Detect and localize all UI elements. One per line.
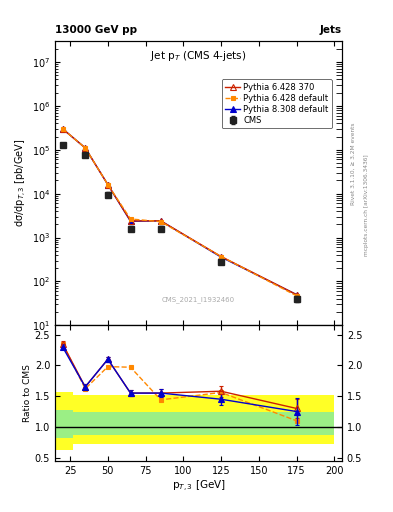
Pythia 8.308 default — [105, 182, 110, 188]
Pythia 8.308 default — [83, 145, 88, 151]
Text: 13000 GeV pp: 13000 GeV pp — [55, 25, 137, 35]
Pythia 6.428 default — [60, 126, 65, 132]
Text: Rivet 3.1.10, ≥ 3.2M events: Rivet 3.1.10, ≥ 3.2M events — [351, 122, 356, 205]
Pythia 8.308 default — [60, 126, 65, 132]
Pythia 6.428 370 — [128, 218, 133, 224]
Text: mcplots.cern.ch [arXiv:1306.3436]: mcplots.cern.ch [arXiv:1306.3436] — [364, 154, 369, 255]
Pythia 6.428 370 — [105, 182, 110, 188]
Legend: Pythia 6.428 370, Pythia 6.428 default, Pythia 8.308 default, CMS: Pythia 6.428 370, Pythia 6.428 default, … — [222, 79, 332, 128]
Line: Pythia 6.428 default: Pythia 6.428 default — [60, 126, 299, 298]
Pythia 6.428 370 — [158, 218, 163, 224]
Pythia 8.308 default — [294, 292, 299, 298]
Text: Jets: Jets — [320, 25, 342, 35]
Y-axis label: Ratio to CMS: Ratio to CMS — [23, 364, 32, 422]
Y-axis label: dσ/dp$_{T,3}$ [pb/GeV]: dσ/dp$_{T,3}$ [pb/GeV] — [14, 139, 29, 227]
Pythia 6.428 default — [294, 293, 299, 299]
Pythia 8.308 default — [219, 254, 224, 260]
Pythia 6.428 370 — [219, 253, 224, 260]
Pythia 6.428 default — [128, 216, 133, 222]
Pythia 8.308 default — [128, 218, 133, 224]
Pythia 6.428 370 — [294, 292, 299, 298]
Pythia 6.428 default — [105, 182, 110, 188]
Pythia 6.428 default — [158, 219, 163, 225]
Text: Jet p$_T$ (CMS 4-jets): Jet p$_T$ (CMS 4-jets) — [150, 50, 247, 63]
X-axis label: p$_{T,3}$ [GeV]: p$_{T,3}$ [GeV] — [171, 478, 226, 494]
Pythia 6.428 default — [219, 253, 224, 260]
Line: Pythia 6.428 370: Pythia 6.428 370 — [60, 126, 299, 297]
Line: Pythia 8.308 default: Pythia 8.308 default — [60, 126, 299, 297]
Pythia 6.428 370 — [83, 145, 88, 151]
Pythia 6.428 default — [83, 145, 88, 151]
Pythia 8.308 default — [158, 218, 163, 224]
Pythia 6.428 370 — [60, 126, 65, 132]
Text: CMS_2021_I1932460: CMS_2021_I1932460 — [162, 296, 235, 303]
